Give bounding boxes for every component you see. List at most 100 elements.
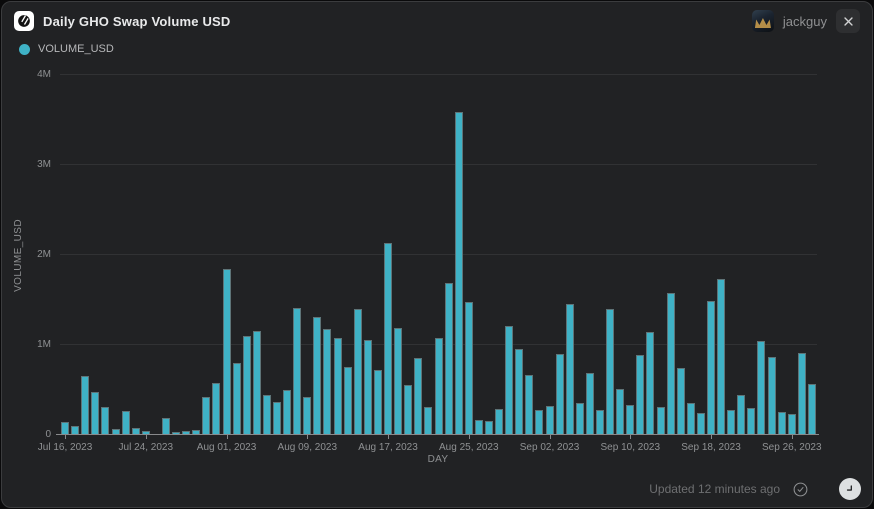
volume-bar[interactable] xyxy=(595,409,604,435)
volume-bar[interactable] xyxy=(666,292,675,435)
volume-bar[interactable] xyxy=(262,395,271,435)
volume-bar[interactable] xyxy=(646,332,655,435)
volume-bar[interactable] xyxy=(807,383,816,435)
volume-bar[interactable] xyxy=(161,417,170,435)
volume-bar[interactable] xyxy=(636,354,645,435)
volume-bar[interactable] xyxy=(212,383,221,435)
runtime-button[interactable] xyxy=(839,478,861,500)
volume-bar[interactable] xyxy=(515,348,524,435)
volume-bar[interactable] xyxy=(545,406,554,435)
volume-bar[interactable] xyxy=(696,412,705,435)
legend-label[interactable]: VOLUME_USD xyxy=(38,43,114,55)
volume-bar[interactable] xyxy=(616,388,625,435)
volume-bar[interactable] xyxy=(202,397,211,435)
circled-check-icon[interactable] xyxy=(792,481,809,498)
volume-bar[interactable] xyxy=(242,336,251,435)
volume-bar[interactable] xyxy=(797,353,806,435)
volume-bar[interactable] xyxy=(656,407,665,435)
volume-bar[interactable] xyxy=(404,384,413,435)
volume-bar[interactable] xyxy=(626,404,635,435)
volume-bar[interactable] xyxy=(575,402,584,435)
volume-bar[interactable] xyxy=(172,432,181,435)
x-tick-mark xyxy=(549,435,551,439)
volume-bar[interactable] xyxy=(384,243,393,435)
x-tick-label: Aug 09, 2023 xyxy=(277,442,338,453)
plot-area: 0 1M 2M 3M 4M Jul 16, 2023 Jul 24, 2023 Aug 01,… xyxy=(37,70,821,454)
volume-bar[interactable] xyxy=(444,282,453,435)
volume-bar[interactable] xyxy=(727,409,736,435)
volume-bar[interactable] xyxy=(353,309,362,435)
volume-bar[interactable] xyxy=(222,268,231,435)
page-title: Daily GHO Swap Volume USD xyxy=(43,13,231,29)
volume-bar[interactable] xyxy=(303,397,312,435)
y-tick-label: 0 xyxy=(45,429,51,440)
volume-bar[interactable] xyxy=(505,326,514,435)
volume-bar[interactable] xyxy=(737,395,746,435)
volume-bar[interactable] xyxy=(131,427,140,435)
volume-bar[interactable] xyxy=(252,330,261,435)
volume-bar[interactable] xyxy=(81,375,90,435)
volume-bar[interactable] xyxy=(555,354,564,435)
volume-bar[interactable] xyxy=(464,301,473,435)
y-tick-label: 1M xyxy=(37,339,51,350)
user-avatar[interactable] xyxy=(751,10,774,32)
volume-bar[interactable] xyxy=(606,309,615,435)
close-button[interactable] xyxy=(836,9,860,33)
x-tick-label: Aug 17, 2023 xyxy=(358,442,418,453)
volume-bar[interactable] xyxy=(676,367,685,435)
volume-bar[interactable] xyxy=(686,403,695,435)
volume-bar[interactable] xyxy=(717,279,726,435)
volume-bar[interactable] xyxy=(707,300,716,435)
username[interactable]: jackguy xyxy=(782,13,827,29)
volume-bar[interactable] xyxy=(757,341,766,435)
legend-swatch[interactable] xyxy=(19,43,30,55)
volume-bar[interactable] xyxy=(192,429,201,435)
volume-bar[interactable] xyxy=(293,308,302,435)
gridline xyxy=(60,254,817,255)
volume-bar[interactable] xyxy=(585,372,594,435)
volume-bar[interactable] xyxy=(535,409,544,435)
close-icon xyxy=(843,16,853,26)
volume-bar[interactable] xyxy=(91,391,100,435)
volume-bar[interactable] xyxy=(182,431,191,435)
volume-bar[interactable] xyxy=(141,431,150,435)
x-tick-label: Jul 16, 2023 xyxy=(37,442,93,453)
x-tick-mark xyxy=(145,435,147,439)
volume-bar[interactable] xyxy=(101,407,110,435)
x-tick-mark xyxy=(226,435,228,439)
volume-bar[interactable] xyxy=(343,367,352,435)
volume-bar[interactable] xyxy=(323,328,332,435)
x-axis-title: DAY xyxy=(427,454,449,465)
volume-bar[interactable] xyxy=(484,421,493,435)
volume-bar[interactable] xyxy=(787,413,796,435)
volume-bar[interactable] xyxy=(495,408,504,435)
volume-bar[interactable] xyxy=(363,339,372,435)
volume-bar[interactable] xyxy=(313,317,322,435)
volume-bar[interactable] xyxy=(434,337,443,435)
volume-bar[interactable] xyxy=(71,426,80,435)
y-tick-label: 2M xyxy=(37,249,51,260)
x-tick-mark xyxy=(307,435,309,439)
volume-bar[interactable] xyxy=(525,374,534,435)
volume-bar[interactable] xyxy=(373,369,382,435)
volume-bar[interactable] xyxy=(273,401,281,435)
volume-bar[interactable] xyxy=(454,111,463,435)
volume-bar[interactable] xyxy=(474,419,483,435)
volume-bar[interactable] xyxy=(394,327,403,435)
volume-bar[interactable] xyxy=(414,358,423,435)
volume-bar[interactable] xyxy=(747,408,756,435)
volume-bar[interactable] xyxy=(61,421,70,435)
volume-bar[interactable] xyxy=(283,390,292,435)
volume-bar[interactable] xyxy=(767,356,776,435)
volume-bar[interactable] xyxy=(777,412,786,435)
volume-bar[interactable] xyxy=(111,428,120,435)
x-tick-mark xyxy=(711,435,713,439)
volume-bar[interactable] xyxy=(121,411,130,435)
volume-bar[interactable] xyxy=(232,363,241,435)
volume-bar[interactable] xyxy=(565,303,574,435)
legend: VOLUME_USD xyxy=(19,43,114,55)
volume-bar[interactable] xyxy=(424,407,433,435)
x-tick-label: Sep 26, 2023 xyxy=(762,442,822,453)
volume-bar[interactable] xyxy=(333,337,342,435)
